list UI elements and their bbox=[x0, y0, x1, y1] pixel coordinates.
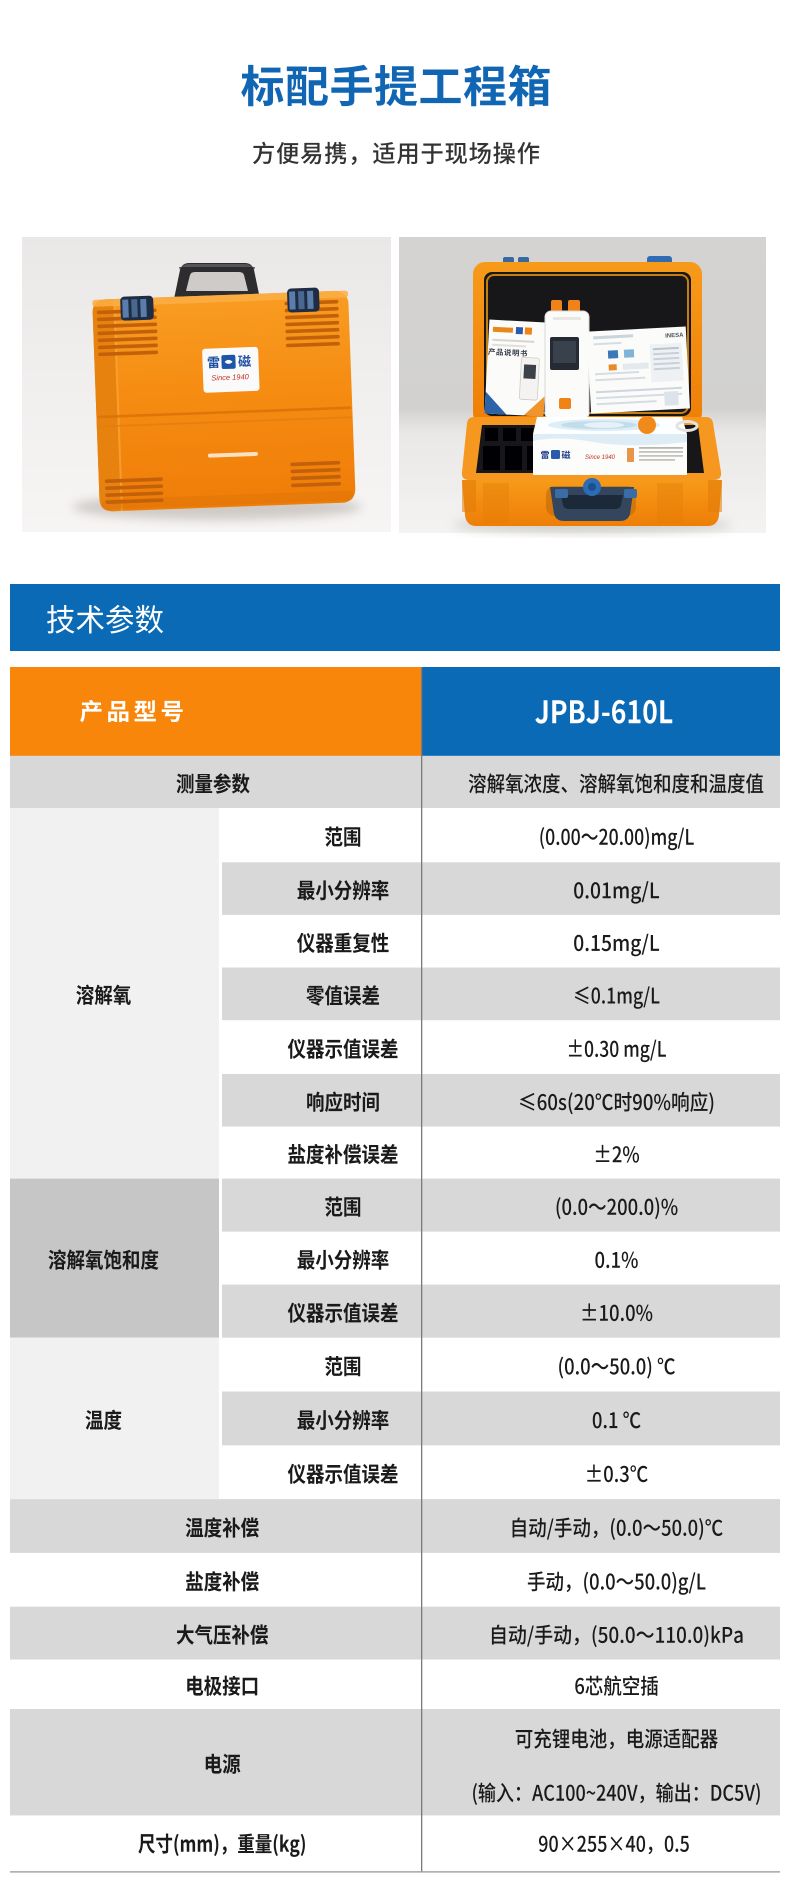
svg-text:Since 1940: Since 1940 bbox=[585, 455, 616, 461]
svg-text:Since 1940: Since 1940 bbox=[211, 372, 250, 382]
svg-text:INESA: INESA bbox=[665, 333, 684, 340]
